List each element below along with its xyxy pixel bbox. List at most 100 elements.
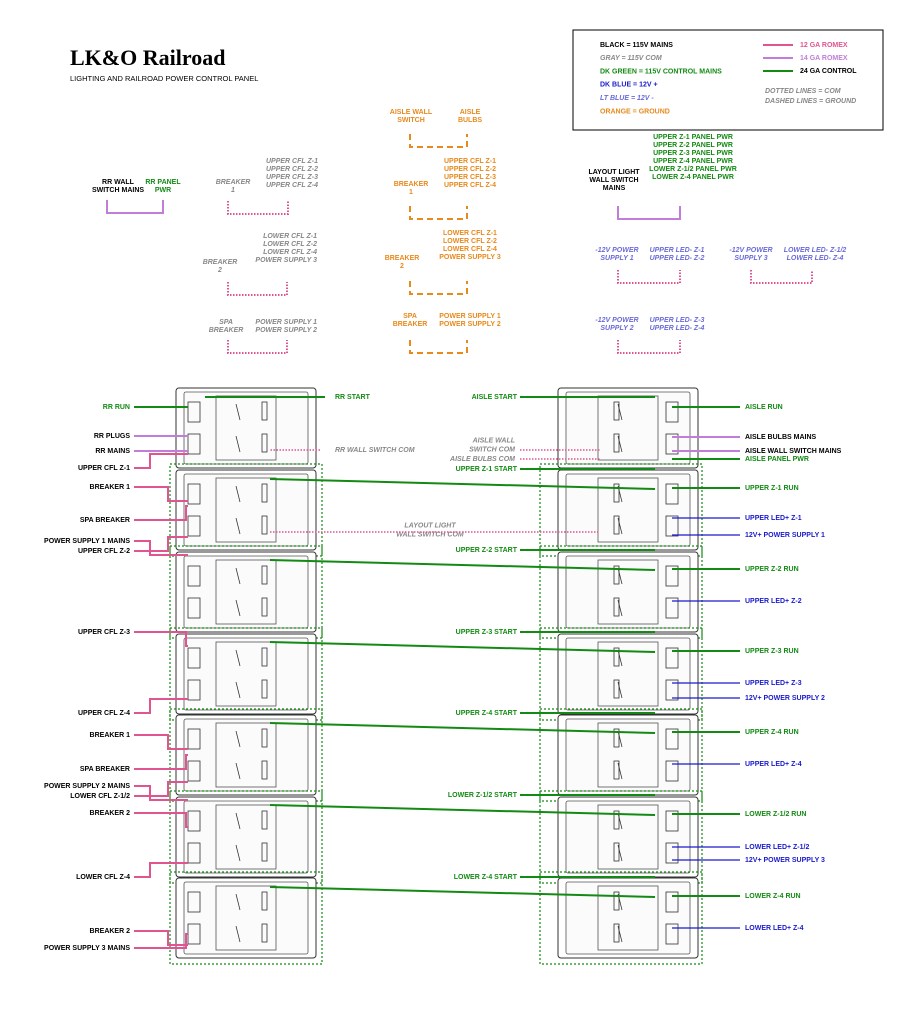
legend-color: BLACK = 115V MAINS [600, 42, 673, 49]
connector [617, 270, 681, 284]
switch-pin [187, 483, 201, 505]
switch-fuse [613, 810, 620, 830]
switch-pin [665, 728, 679, 750]
switch-pin [665, 891, 679, 913]
right-label: AISLE BULBS MAINS [745, 434, 817, 441]
right-label: AISLE PANEL PWR [745, 456, 809, 463]
center-label: AISLE BULBS COM [449, 456, 515, 463]
group-label: LOWER CFL Z-1 [443, 230, 497, 237]
switch-blade [235, 517, 241, 535]
left-label: POWER SUPPLY 3 MAINS [44, 945, 130, 952]
switch-fuse [613, 842, 620, 862]
switch-fuse [613, 679, 620, 699]
switch-pin [665, 597, 679, 619]
ground-box [539, 545, 703, 639]
ground-box [539, 790, 703, 884]
group-label: UPPER Z-4 PANEL PWR [653, 158, 733, 165]
left-label: LOWER CFL Z-4 [76, 874, 130, 881]
switch-core [215, 559, 277, 625]
group-label: LOWER Z-1/2 PANEL PWR [649, 166, 737, 173]
group-label: UPPER LED- Z-1 [650, 247, 705, 254]
left-label: BREAKER 2 [90, 810, 131, 817]
connector [134, 734, 188, 750]
right-label: AISLE RUN [745, 404, 783, 411]
switch-fuse [613, 728, 620, 748]
group-label: UPPER LED- Z-4 [650, 325, 705, 332]
legend-box [572, 29, 884, 131]
connector [227, 340, 288, 354]
legend-note: DOTTED LINES = COM [765, 88, 841, 95]
switch-blade [235, 762, 241, 780]
switch-pin [665, 760, 679, 782]
connector [750, 270, 813, 284]
switch-fuse [613, 433, 620, 453]
wire [269, 804, 656, 816]
group-label: BREAKER [393, 321, 428, 328]
connector [409, 134, 468, 148]
group-label: BREAKER [394, 181, 429, 188]
connector [134, 631, 188, 647]
right-label: UPPER Z-3 RUN [745, 648, 799, 655]
legend-color: ORANGE = GROUND [600, 108, 670, 115]
switch-pin [187, 515, 201, 537]
connector [106, 200, 164, 214]
group-label: POWER SUPPLY 2 [255, 327, 317, 334]
group-label: UPPER CFL Z-1 [444, 158, 496, 165]
left-label: SPA BREAKER [80, 766, 130, 773]
legend-note: DASHED LINES = GROUND [765, 98, 856, 105]
switch-fuse [613, 891, 620, 911]
group-label: SWITCH [397, 117, 425, 124]
switch-inner [565, 637, 691, 711]
legend-wire: 24 GA CONTROL [800, 68, 857, 75]
group-label: SPA [219, 319, 233, 326]
switch-pin [665, 483, 679, 505]
connector [617, 340, 681, 354]
switch-pin [665, 810, 679, 832]
group-label: LOWER CFL Z-2 [263, 241, 317, 248]
group-label: -12V POWER [595, 247, 638, 254]
switch-blade [235, 812, 241, 830]
switch-pin [187, 810, 201, 832]
switch-blade [235, 730, 241, 748]
right-label: LOWER LED+ Z-1/2 [745, 844, 809, 851]
group-label: UPPER CFL Z-2 [444, 166, 496, 173]
group-label: LOWER CFL Z-4 [263, 249, 317, 256]
switch-pin [665, 923, 679, 945]
center-label: UPPER Z-2 START [456, 547, 518, 554]
switch-pin [665, 433, 679, 455]
connector [134, 933, 188, 949]
switch-core [597, 885, 659, 951]
wire [269, 886, 656, 898]
left-label: BREAKER 1 [90, 484, 131, 491]
center-label: LAYOUT LIGHT [404, 522, 456, 529]
left-label: RR PLUGS [94, 433, 131, 440]
switch-core [597, 477, 659, 543]
switch-fuse [613, 515, 620, 535]
switch-fuse [613, 483, 620, 503]
switch-fuse [261, 433, 268, 453]
switch-fuse [261, 842, 268, 862]
switch-fuse [613, 597, 620, 617]
switch-pin [187, 728, 201, 750]
switch-fuse [261, 565, 268, 585]
legend-color: LT BLUE = 12V - [600, 95, 654, 102]
center-label: AISLE WALL [472, 437, 515, 444]
switch-core [597, 804, 659, 870]
switch-fuse [613, 760, 620, 780]
group-label: BREAKER [385, 255, 420, 262]
switch-fuse [261, 647, 268, 667]
switch-pin [187, 565, 201, 587]
switch-inner [183, 637, 309, 711]
switch-blade [235, 485, 241, 503]
group-label: UPPER CFL Z-3 [266, 174, 318, 181]
right-label: LOWER LED+ Z-4 [745, 925, 804, 932]
switch-inner [183, 391, 309, 465]
connector [134, 505, 188, 521]
switch-inner [183, 800, 309, 874]
ground-box [539, 708, 703, 802]
ground-box [169, 871, 323, 965]
group-label: UPPER Z-3 PANEL PWR [653, 150, 733, 157]
wire [269, 478, 656, 490]
switch-blade [235, 893, 241, 911]
